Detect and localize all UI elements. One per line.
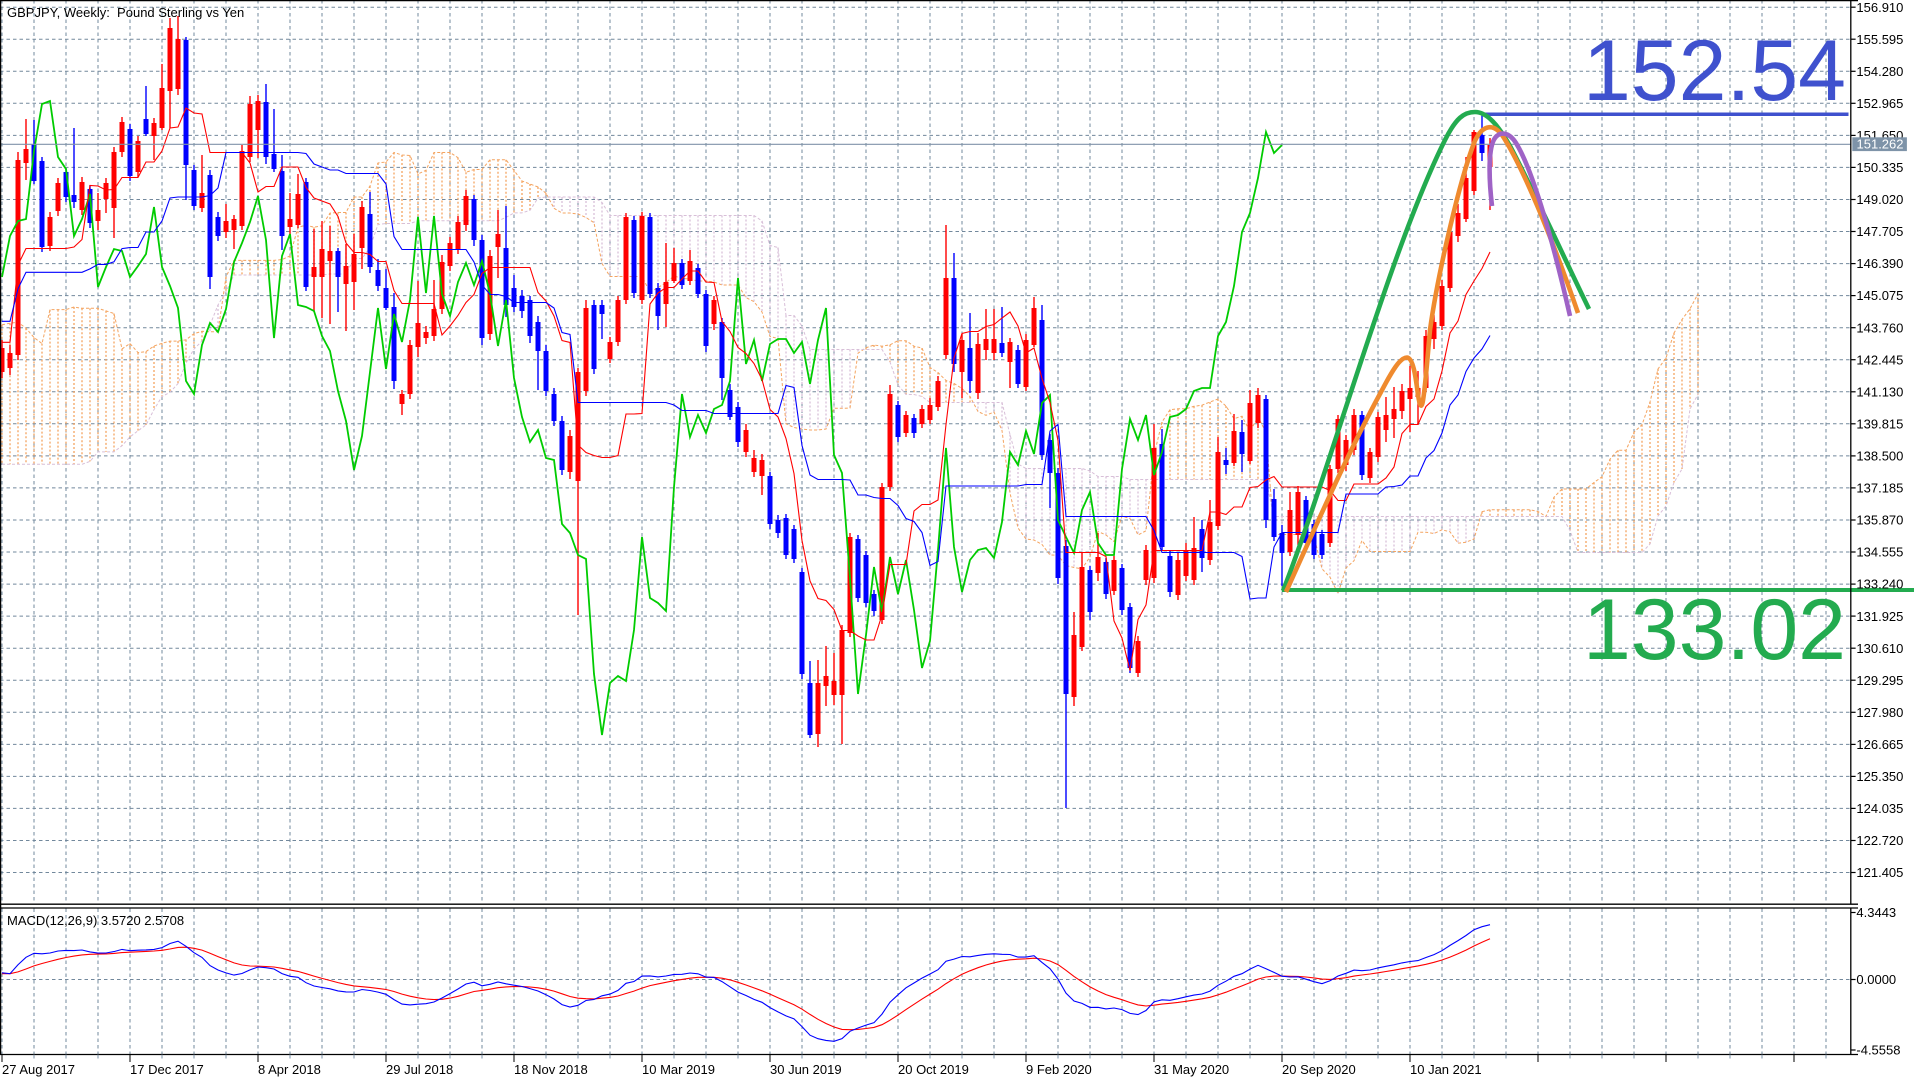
- svg-text:125.350: 125.350: [1856, 769, 1903, 784]
- svg-text:133.02: 133.02: [1583, 582, 1846, 678]
- svg-text:0.0000: 0.0000: [1856, 972, 1896, 987]
- svg-text:149.020: 149.020: [1856, 192, 1903, 207]
- svg-text:31 May 2020: 31 May 2020: [1154, 1062, 1229, 1077]
- svg-text:122.720: 122.720: [1856, 833, 1903, 848]
- svg-text:30 Jun 2019: 30 Jun 2019: [770, 1062, 842, 1077]
- svg-text:4.3443: 4.3443: [1856, 905, 1896, 920]
- svg-text:147.705: 147.705: [1856, 224, 1903, 239]
- svg-text:141.130: 141.130: [1856, 384, 1903, 399]
- svg-text:142.445: 142.445: [1856, 352, 1903, 367]
- svg-text:8 Apr 2018: 8 Apr 2018: [258, 1062, 321, 1077]
- svg-text:134.555: 134.555: [1856, 545, 1903, 560]
- svg-text:20 Oct 2019: 20 Oct 2019: [898, 1062, 969, 1077]
- svg-text:131.925: 131.925: [1856, 609, 1903, 624]
- svg-text:-4.5558: -4.5558: [1856, 1043, 1900, 1058]
- svg-text:29 Jul 2018: 29 Jul 2018: [386, 1062, 453, 1077]
- svg-text:124.035: 124.035: [1856, 801, 1903, 816]
- svg-text:137.185: 137.185: [1856, 481, 1903, 496]
- svg-text:129.295: 129.295: [1856, 673, 1903, 688]
- svg-text:121.405: 121.405: [1856, 865, 1903, 880]
- svg-text:135.870: 135.870: [1856, 513, 1903, 528]
- svg-text:143.760: 143.760: [1856, 320, 1903, 335]
- svg-text:139.815: 139.815: [1856, 416, 1903, 431]
- svg-text:145.075: 145.075: [1856, 288, 1903, 303]
- svg-text:MACD(12,26,9) 3.5720 2.5708: MACD(12,26,9) 3.5720 2.5708: [7, 913, 184, 928]
- svg-text:27 Aug 2017: 27 Aug 2017: [2, 1062, 75, 1077]
- svg-text:150.335: 150.335: [1856, 160, 1903, 175]
- svg-text:130.610: 130.610: [1856, 641, 1903, 656]
- svg-text:9 Feb 2020: 9 Feb 2020: [1026, 1062, 1092, 1077]
- svg-text:156.910: 156.910: [1856, 0, 1903, 15]
- svg-text:146.390: 146.390: [1856, 256, 1903, 271]
- svg-text:138.500: 138.500: [1856, 449, 1903, 464]
- svg-text:17 Dec 2017: 17 Dec 2017: [130, 1062, 204, 1077]
- svg-text:20 Sep 2020: 20 Sep 2020: [1282, 1062, 1356, 1077]
- svg-text:127.980: 127.980: [1856, 705, 1903, 720]
- svg-text:152.965: 152.965: [1856, 96, 1903, 111]
- svg-text:10 Mar 2019: 10 Mar 2019: [642, 1062, 715, 1077]
- svg-text:133.240: 133.240: [1856, 577, 1903, 592]
- svg-text:152.54: 152.54: [1583, 23, 1846, 119]
- svg-text:151.262: 151.262: [1857, 137, 1904, 152]
- svg-text:GBPJPY, Weekly: Pound Sterlin: GBPJPY, Weekly: Pound Sterling vs Yen: [7, 5, 244, 20]
- svg-text:10 Jan 2021: 10 Jan 2021: [1410, 1062, 1482, 1077]
- svg-text:18 Nov 2018: 18 Nov 2018: [514, 1062, 588, 1077]
- svg-text:155.595: 155.595: [1856, 32, 1903, 47]
- svg-text:154.280: 154.280: [1856, 64, 1903, 79]
- svg-text:126.665: 126.665: [1856, 737, 1903, 752]
